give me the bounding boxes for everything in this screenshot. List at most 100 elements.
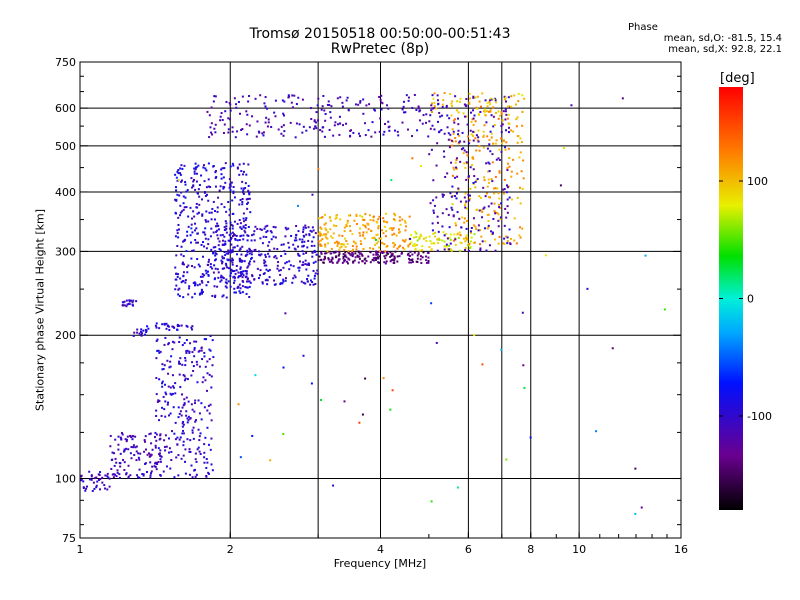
- scatter-point: [346, 96, 349, 99]
- scatter-point: [228, 118, 231, 121]
- scatter-point: [384, 235, 387, 238]
- scatter-point: [459, 97, 462, 100]
- scatter-point: [118, 473, 121, 476]
- scatter-point: [504, 96, 507, 99]
- scatter-point: [307, 239, 310, 242]
- scatter-point: [441, 195, 444, 198]
- scatter-point: [361, 218, 364, 221]
- scatter-point: [377, 225, 380, 228]
- scatter-point: [214, 225, 217, 228]
- scatter-point: [459, 241, 462, 244]
- scatter-point: [161, 363, 164, 366]
- scatter-point: [489, 110, 492, 113]
- scatter-point: [377, 240, 380, 243]
- scatter-point: [264, 260, 267, 263]
- scatter-point: [310, 279, 313, 282]
- scatter-point: [163, 445, 166, 448]
- scatter-point: [343, 230, 346, 233]
- scatter-point: [391, 233, 394, 236]
- scatter-point: [468, 247, 471, 250]
- scatter-point: [436, 99, 439, 102]
- scatter-point: [205, 186, 208, 189]
- scatter-point: [176, 229, 179, 232]
- scatter-point: [351, 245, 354, 248]
- scatter-point: [595, 430, 598, 433]
- scatter-point: [491, 231, 494, 234]
- scatter-point: [125, 472, 128, 475]
- scatter-point: [156, 349, 159, 352]
- scatter-point: [312, 236, 315, 239]
- scatter-point: [127, 476, 130, 479]
- scatter-point: [186, 349, 189, 352]
- scatter-point: [485, 192, 488, 195]
- scatter-point: [245, 292, 248, 295]
- scatter-point: [287, 94, 290, 97]
- scatter-point: [231, 261, 234, 264]
- scatter-point: [264, 121, 267, 124]
- scatter-point: [218, 240, 221, 243]
- scatter-point: [212, 246, 215, 249]
- scatter-point: [209, 448, 212, 451]
- scatter-point: [130, 457, 133, 460]
- scatter-point: [161, 382, 164, 385]
- scatter-point: [267, 121, 270, 124]
- scatter-point: [284, 262, 287, 265]
- scatter-point: [213, 278, 216, 281]
- scatter-point: [216, 229, 219, 232]
- scatter-point: [166, 359, 169, 362]
- scatter-point: [179, 357, 182, 360]
- scatter-point: [191, 186, 194, 189]
- scatter-point: [430, 109, 433, 112]
- scatter-point: [169, 392, 172, 395]
- scatter-point: [385, 260, 388, 263]
- scatter-point: [465, 200, 468, 203]
- scatter-point: [437, 103, 440, 106]
- scatter-point: [297, 254, 300, 257]
- scatter-point: [507, 113, 510, 116]
- scatter-point: [399, 244, 402, 247]
- scatter-point: [203, 245, 206, 248]
- scatter-point: [269, 230, 272, 233]
- scatter-point: [207, 185, 210, 188]
- scatter-point: [257, 277, 260, 280]
- scatter-point: [214, 246, 217, 249]
- scatter-point: [389, 408, 392, 411]
- scatter-point: [441, 225, 444, 228]
- scatter-point: [342, 255, 345, 258]
- scatter-point: [493, 98, 496, 101]
- scatter-point: [503, 237, 506, 240]
- scatter-point: [475, 106, 478, 109]
- scatter-point: [480, 196, 483, 199]
- scatter-point: [164, 336, 167, 339]
- scatter-point: [93, 487, 96, 490]
- scatter-point: [502, 242, 505, 245]
- scatter-point: [159, 460, 162, 463]
- scatter-point: [179, 386, 182, 389]
- scatter-point: [510, 129, 513, 132]
- scatter-point: [247, 265, 250, 268]
- scatter-point: [232, 281, 235, 284]
- scatter-point: [203, 180, 206, 183]
- scatter-point: [268, 255, 271, 258]
- scatter-point: [242, 170, 245, 173]
- scatter-point: [352, 240, 355, 243]
- scatter-point: [170, 355, 173, 358]
- scatter-point: [179, 173, 182, 176]
- scatter-point: [456, 175, 459, 178]
- scatter-point: [140, 334, 143, 337]
- scatter-point: [517, 92, 520, 95]
- scatter-point: [203, 456, 206, 459]
- scatter-point: [457, 123, 460, 126]
- scatter-point: [106, 472, 109, 475]
- scatter-point: [331, 236, 334, 239]
- scatter-point: [242, 225, 245, 228]
- scatter-point: [352, 260, 355, 263]
- scatter-point: [523, 386, 526, 389]
- scatter-point: [224, 254, 227, 257]
- scatter-point: [501, 142, 504, 145]
- scatter-point: [208, 136, 211, 139]
- scatter-point: [482, 134, 485, 137]
- scatter-point: [483, 206, 486, 209]
- scatter-point: [141, 473, 144, 476]
- scatter-point: [198, 184, 201, 187]
